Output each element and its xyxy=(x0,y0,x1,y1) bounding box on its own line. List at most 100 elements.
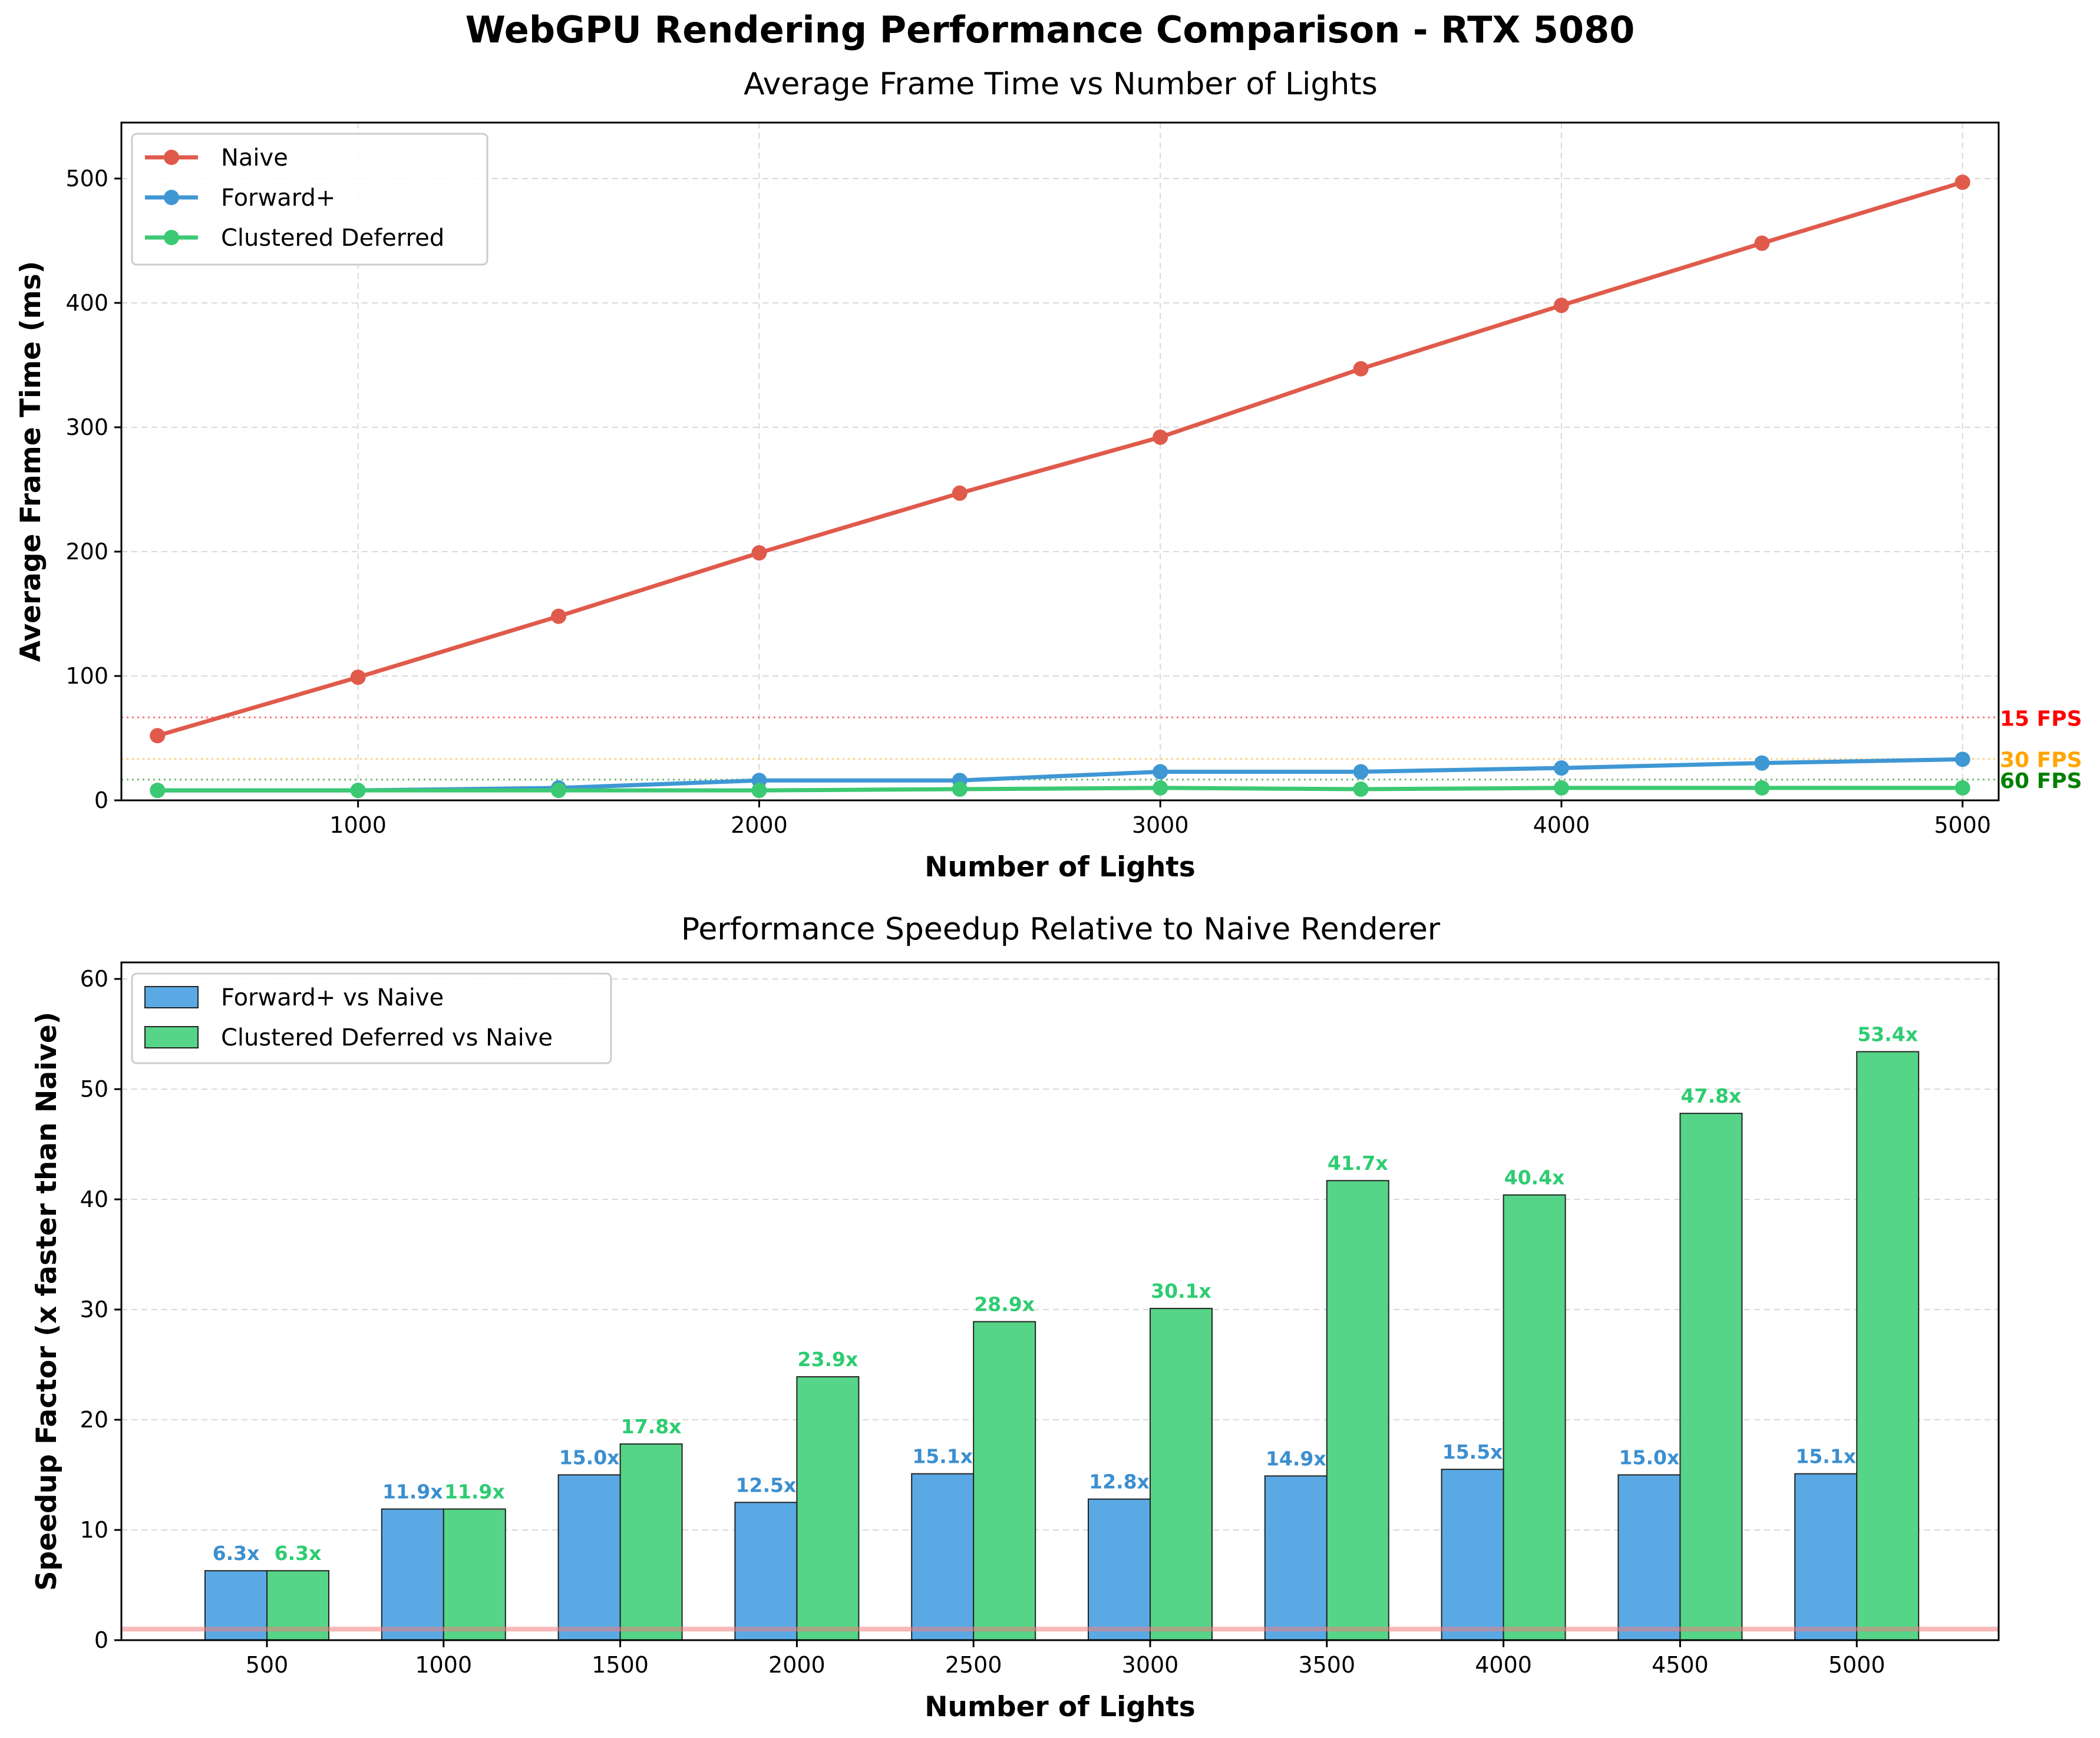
series-line xyxy=(157,786,1963,793)
speedup-bar xyxy=(1088,1498,1151,1641)
line-chart-title: Average Frame Time vs Number of Lights xyxy=(744,67,1378,102)
bar-chart-y-ticks: 0 10 20 30 40 50 60 xyxy=(80,966,121,1653)
speedup-bar xyxy=(911,1473,975,1641)
bar-data-label: 28.9x xyxy=(974,1293,1035,1316)
line-chart-x-axis-label: Number of Lights xyxy=(924,851,1196,883)
line-chart: Average Frame Time vs Number of Lights 1… xyxy=(15,67,2082,883)
bar-chart-y-tick-label: 20 xyxy=(80,1407,108,1433)
series-point xyxy=(1553,780,1569,796)
bar-chart-x-tick-label: 1500 xyxy=(592,1652,649,1678)
legend-marker xyxy=(164,150,179,165)
bar-chart-y-tick-label: 0 xyxy=(94,1627,108,1653)
bar-data-label: 40.4x xyxy=(1504,1166,1565,1189)
line-chart-y-ticks: 0 100 200 300 400 500 xyxy=(65,166,121,813)
series-point xyxy=(1353,764,1369,780)
bar-data-label: 6.3x xyxy=(275,1542,322,1565)
series-point xyxy=(1954,174,1970,190)
bar-data-label: 23.9x xyxy=(798,1348,859,1371)
bar-chart-x-tick-label: 2000 xyxy=(768,1652,826,1678)
series-point xyxy=(1153,780,1168,796)
line-chart-y-axis-label: Average Frame Time (ms) xyxy=(15,261,47,662)
bar-chart-x-tick-label: 2500 xyxy=(945,1652,1002,1678)
speedup-bar xyxy=(1441,1469,1504,1641)
series-point xyxy=(1553,760,1569,776)
fps-reference-label: 15 FPS xyxy=(2000,707,2082,731)
series-point xyxy=(150,728,166,744)
speedup-bar xyxy=(1617,1474,1681,1641)
speedup-bar xyxy=(1150,1308,1213,1641)
series-point xyxy=(751,545,767,561)
line-chart-x-tick-label: 4000 xyxy=(1533,812,1590,838)
bar-data-label: 15.0x xyxy=(1619,1446,1680,1469)
line-chart-x-tick-label: 2000 xyxy=(731,812,788,838)
fps-reference-label: 30 FPS xyxy=(2000,748,2082,773)
speedup-bar xyxy=(1264,1475,1328,1641)
bar-chart-legend: Forward+ vs Naive Clustered Deferred vs N… xyxy=(131,972,612,1064)
bar-data-label: 11.9x xyxy=(444,1480,505,1503)
figure-suptitle: WebGPU Rendering Performance Comparison … xyxy=(465,8,1635,51)
speedup-bar xyxy=(973,1321,1036,1641)
bar-chart-x-tick-label: 1000 xyxy=(415,1652,472,1678)
fps-reference-label: 60 FPS xyxy=(2000,769,2082,793)
bar-chart-title: Performance Speedup Relative to Naive Re… xyxy=(681,912,1441,947)
bar-data-label: 15.1x xyxy=(912,1445,973,1468)
series-point xyxy=(751,783,767,799)
bar-data-label: 15.0x xyxy=(559,1446,620,1469)
bar-chart-x-tick-label: 500 xyxy=(246,1652,289,1678)
speedup-bar xyxy=(619,1443,683,1641)
bar-chart-y-axis-label: Speedup Factor (x faster than Naive) xyxy=(31,1012,63,1591)
bar-chart-y-tick-label: 10 xyxy=(80,1517,108,1543)
bar-data-label: 11.9x xyxy=(382,1480,443,1503)
speedup-bar xyxy=(443,1508,506,1641)
bar-data-label: 41.7x xyxy=(1328,1152,1388,1175)
bar-data-label: 14.9x xyxy=(1266,1447,1326,1470)
bar-chart-y-tick-label: 40 xyxy=(80,1186,108,1212)
legend-marker xyxy=(164,230,179,245)
bar-chart-x-tick-label: 3000 xyxy=(1122,1652,1179,1678)
speedup-bar xyxy=(734,1502,798,1641)
bar-chart-x-ticks: 500 1000 1500 2000 2500 3000 3500 4000 4500 5000 xyxy=(246,1640,1886,1678)
bar-chart-y-tick-label: 30 xyxy=(80,1297,108,1323)
bar-chart-y-tick-label: 60 xyxy=(80,966,108,992)
line-chart-y-tick-label: 500 xyxy=(65,166,108,192)
series-point xyxy=(551,608,567,624)
line-chart-y-tick-label: 300 xyxy=(65,414,108,440)
bar-chart-x-tick-label: 4500 xyxy=(1652,1652,1709,1678)
bar-chart-plot-frame xyxy=(120,961,2000,1641)
legend-label: Forward+ vs Naive xyxy=(221,984,444,1011)
legend-label: Naive xyxy=(221,144,288,172)
speedup-bar xyxy=(1326,1180,1389,1641)
line-chart-legend-box xyxy=(131,133,488,266)
bar-data-label: 30.1x xyxy=(1151,1279,1211,1302)
series-point xyxy=(1954,780,1970,796)
series-point xyxy=(1754,755,1770,771)
speedup-bar xyxy=(1679,1113,1743,1641)
series-point xyxy=(350,670,366,685)
series-point xyxy=(350,783,366,799)
bar-data-label: 12.5x xyxy=(736,1473,797,1496)
series-point xyxy=(1153,429,1168,445)
bar-data-label: 53.4x xyxy=(1857,1023,1918,1046)
line-chart-x-tick-label: 5000 xyxy=(1934,812,1991,838)
series-point xyxy=(1954,751,1970,767)
line-chart-y-tick-label: 100 xyxy=(65,663,108,689)
line-chart-plot-frame xyxy=(120,121,2000,802)
bar-data-label: 12.8x xyxy=(1089,1470,1150,1493)
series-point xyxy=(1754,235,1770,251)
legend-bar-swatch xyxy=(144,986,199,1008)
line-chart-y-tick-label: 0 xyxy=(94,787,108,813)
speedup-bar xyxy=(381,1508,444,1641)
legend-label: Clustered Deferred xyxy=(221,225,444,252)
series-point xyxy=(1353,781,1369,797)
bar-data-label: 17.8x xyxy=(621,1415,682,1438)
line-chart-legend: Naive Forward+ Clustered Deferred xyxy=(131,133,488,266)
series-point xyxy=(952,485,968,501)
speedup-bar xyxy=(1503,1194,1566,1641)
series-line xyxy=(157,180,1963,738)
legend-label: Clustered Deferred vs Naive xyxy=(221,1024,553,1051)
bar-chart-bars xyxy=(204,1051,1920,1641)
speedup-bar xyxy=(1856,1051,1920,1641)
legend-label: Forward+ xyxy=(221,184,335,212)
